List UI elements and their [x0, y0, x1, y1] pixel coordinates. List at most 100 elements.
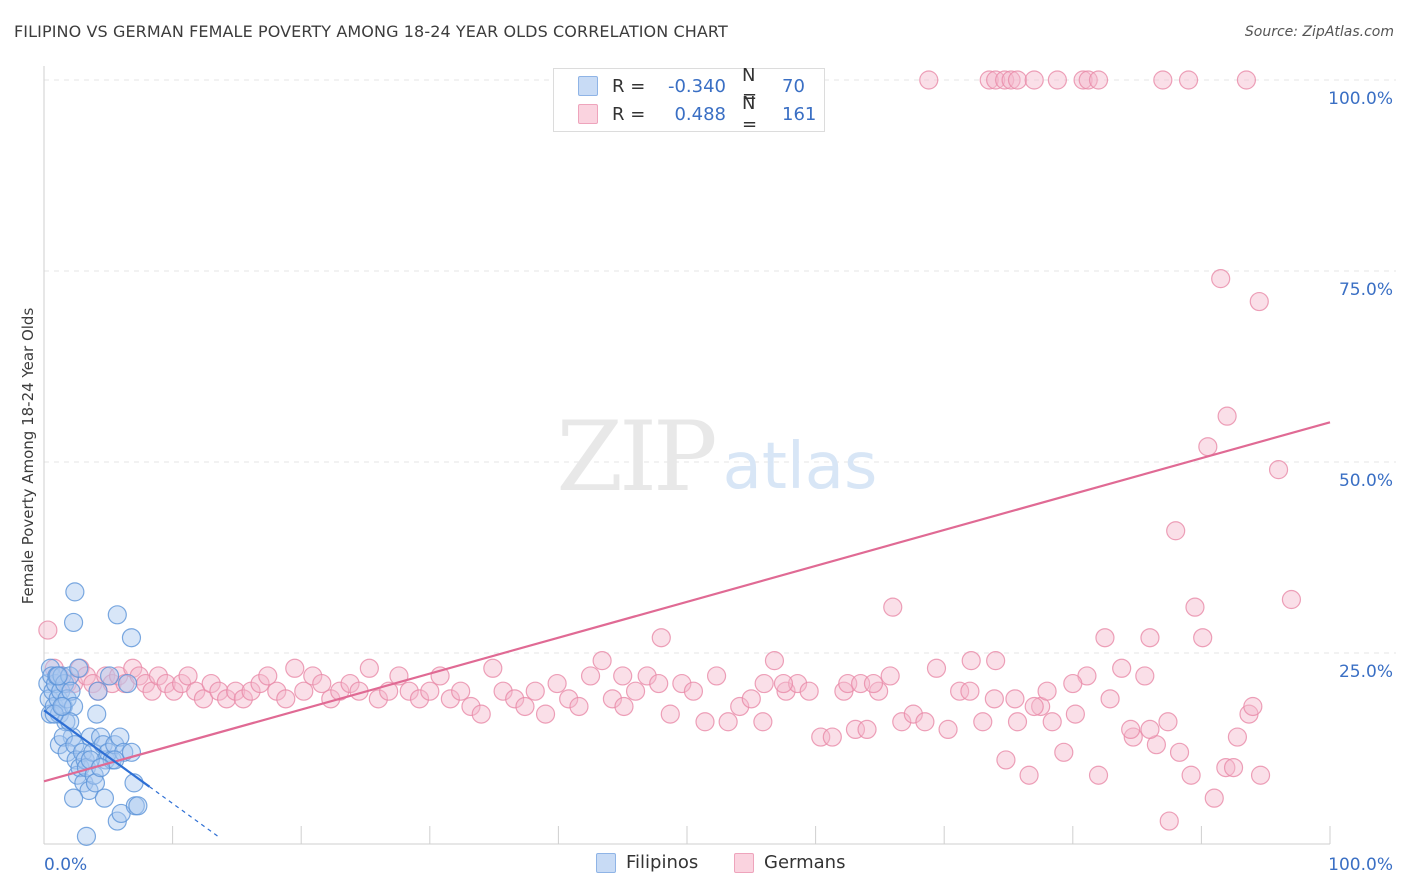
german-point	[625, 681, 646, 701]
german-point	[883, 597, 903, 617]
german-point	[209, 681, 229, 701]
german-point	[773, 673, 794, 694]
german-point	[250, 673, 270, 694]
german-point	[1121, 719, 1141, 740]
german-point	[1211, 269, 1231, 289]
filipino-point	[63, 788, 84, 808]
german-point	[1005, 689, 1025, 709]
german-point	[1243, 696, 1263, 717]
legend-n-value: 161	[782, 103, 817, 125]
german-point	[730, 696, 750, 717]
german-point	[718, 712, 738, 732]
watermark: ZIP atlas	[556, 401, 877, 513]
german-point	[1001, 70, 1021, 90]
german-point	[984, 689, 1004, 709]
german-point	[811, 727, 831, 747]
legend-item-filipinos[interactable]: Filipinos	[596, 852, 698, 873]
filipino-point	[48, 666, 68, 686]
filipino-point	[79, 780, 99, 801]
legend-row-filipinos: R = -0.340 N = 70	[578, 65, 805, 107]
german-point	[1223, 757, 1244, 778]
german-point	[148, 666, 169, 686]
german-point	[330, 681, 350, 701]
legend-label-germans: Germans	[764, 852, 846, 873]
legend-r-label: R =	[612, 103, 646, 125]
german-point	[580, 666, 601, 686]
german-point	[1047, 70, 1067, 90]
watermark-zip: ZIP	[556, 401, 715, 513]
german-trend-line	[43, 421, 1331, 783]
legend-item-germans[interactable]: Germans	[734, 852, 845, 873]
german-point	[201, 673, 221, 694]
legend-n-label: N =	[742, 65, 758, 107]
german-point	[880, 666, 900, 686]
german-point	[178, 666, 198, 686]
german-point	[919, 70, 939, 90]
filipino-point	[61, 681, 81, 701]
german-point	[961, 651, 981, 671]
german-point	[420, 681, 440, 701]
german-point	[926, 658, 947, 678]
german-point	[614, 696, 634, 717]
german-point	[1112, 658, 1132, 678]
y-tick-label: 50.0%	[1339, 471, 1393, 491]
legend-r-value: -0.340	[667, 75, 726, 97]
filipino-point	[128, 796, 148, 816]
german-point	[950, 681, 970, 701]
german-point	[1281, 589, 1302, 610]
german-point	[592, 651, 612, 671]
german-point	[695, 712, 715, 732]
filipino-point	[87, 704, 107, 724]
filipino-point	[69, 658, 89, 678]
german-point	[1193, 628, 1213, 648]
german-point	[1181, 765, 1201, 785]
german-point	[1140, 719, 1160, 740]
german-point	[986, 651, 1006, 671]
german-point	[776, 681, 796, 701]
german-point	[706, 666, 727, 686]
x-tick-label: 0.0%	[44, 855, 87, 875]
stats-legend: R = -0.340 N = 70 R = 0.488 N = 161	[553, 65, 825, 135]
german-point	[1042, 712, 1062, 732]
german-point	[451, 681, 471, 701]
chart-title: FILIPINO VS GERMAN FEMALE POVERTY AMONG …	[14, 22, 728, 41]
legend-r-label: R =	[612, 75, 646, 97]
german-point	[613, 666, 633, 686]
german-point	[547, 673, 567, 694]
filipino-point	[76, 826, 97, 846]
filipino-point	[117, 673, 138, 694]
german-point	[569, 696, 589, 717]
tick-labels: 25.0% 50.0% 75.0% 100.0% 0.0% 100.0%	[44, 89, 1393, 875]
filipino-point	[110, 727, 130, 747]
filipino-point	[94, 788, 115, 808]
german-point	[1178, 70, 1199, 90]
german-point	[973, 712, 993, 732]
german-point	[294, 681, 314, 701]
german-point	[399, 681, 419, 701]
german-point	[1249, 291, 1269, 312]
filipino-point	[99, 666, 120, 686]
german-point	[1024, 70, 1044, 90]
german-point	[915, 712, 935, 732]
german-point	[1140, 628, 1160, 648]
legend-n-value: 70	[782, 75, 805, 97]
filipino-point	[63, 612, 84, 633]
filipino-point	[40, 658, 61, 678]
german-point	[1216, 757, 1236, 778]
german-point	[1088, 765, 1109, 785]
german-point	[799, 681, 819, 701]
german-point	[186, 681, 206, 701]
german-point	[1007, 712, 1028, 732]
german-point	[996, 750, 1016, 770]
german-point	[226, 681, 246, 701]
german-point	[312, 673, 332, 694]
filipino-point	[107, 605, 127, 625]
german-point	[1100, 689, 1120, 709]
german-point	[1123, 727, 1143, 747]
german-point	[1159, 811, 1179, 831]
x-tick-label: 100.0%	[1328, 855, 1393, 875]
german-point	[1236, 70, 1257, 90]
german-point	[822, 727, 842, 747]
legend-r-value: 0.488	[674, 103, 726, 125]
filipino-point	[52, 696, 72, 717]
